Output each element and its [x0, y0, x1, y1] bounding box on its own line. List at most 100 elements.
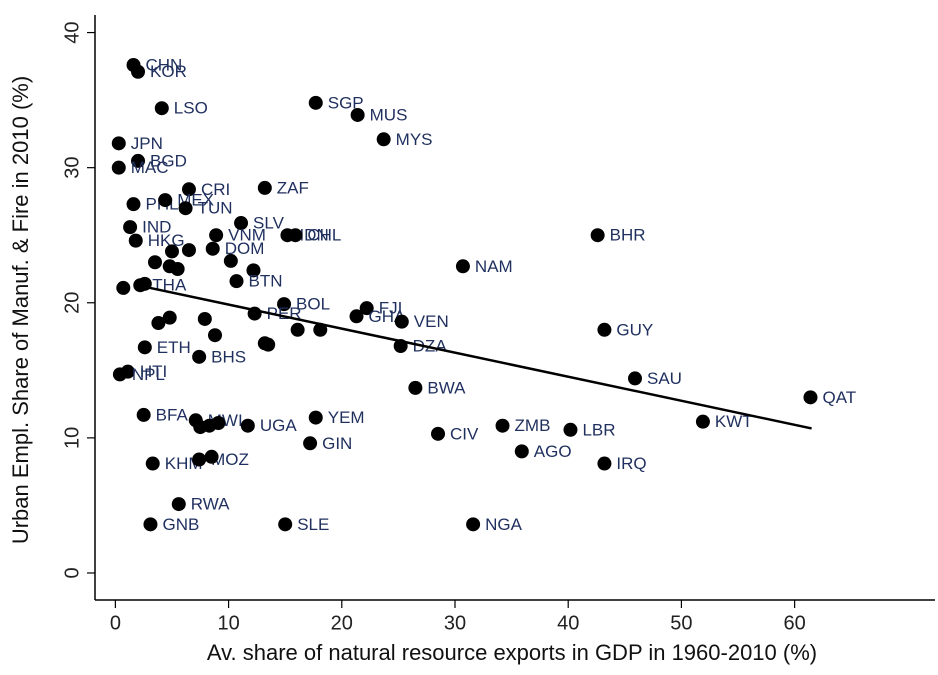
point-label: CHL	[307, 226, 341, 245]
point-label: MOZ	[211, 450, 249, 469]
point-label: LBR	[582, 420, 615, 439]
point-label: YEM	[328, 408, 365, 427]
x-tick-label: 20	[331, 612, 353, 634]
point	[223, 253, 238, 268]
point	[181, 182, 196, 197]
point	[170, 261, 185, 276]
point	[563, 422, 578, 437]
point	[290, 322, 305, 337]
y-axis-title: Urban Empl. Share of Manuf. & Fire in 20…	[8, 76, 33, 544]
point	[597, 456, 612, 471]
point-label: BWA	[427, 378, 466, 397]
point	[164, 244, 179, 259]
point-label: SAU	[647, 369, 682, 388]
point	[208, 328, 222, 343]
point	[192, 349, 207, 364]
point	[234, 216, 249, 231]
x-tick-label: 30	[444, 612, 466, 634]
point-label: BFA	[156, 405, 189, 424]
point-label: VEN	[414, 312, 449, 331]
point	[158, 193, 173, 208]
point	[171, 497, 186, 512]
x-axis-title: Av. share of natural resource exports in…	[207, 640, 817, 665]
point-label: NGA	[485, 515, 523, 534]
point	[112, 367, 127, 382]
point-label: DZA	[413, 336, 448, 355]
point-label: VNM	[228, 226, 266, 245]
point	[137, 340, 152, 355]
point	[514, 444, 529, 459]
point-label: SLV	[253, 214, 285, 233]
point	[308, 410, 323, 425]
y-tick-label: 0	[61, 567, 83, 578]
y-tick-label: 30	[61, 157, 83, 179]
point	[148, 255, 162, 270]
point	[192, 452, 207, 467]
point-label: GUY	[616, 320, 653, 339]
x-tick-label: 60	[783, 612, 805, 634]
point-label: KWT	[715, 412, 753, 431]
point-label: GIN	[322, 434, 352, 453]
point	[143, 517, 158, 532]
point	[151, 316, 166, 331]
point-label: RWA	[191, 495, 230, 514]
point-label: IND	[142, 218, 171, 237]
point-label: HKG	[148, 231, 185, 250]
point	[349, 309, 364, 324]
point	[303, 436, 318, 451]
y-tick-label: 20	[61, 292, 83, 314]
point-label: KOR	[150, 62, 187, 81]
point-label: HTI	[140, 362, 167, 381]
x-tick-label: 0	[110, 612, 121, 634]
point	[123, 220, 138, 235]
point	[376, 132, 391, 147]
fit-line	[143, 285, 812, 430]
point-label: BOL	[296, 295, 330, 314]
point-label: GNB	[162, 515, 199, 534]
point-label: BHR	[610, 226, 646, 245]
point	[246, 263, 261, 278]
point-label: BTN	[249, 272, 283, 291]
point-label: MUS	[370, 105, 408, 124]
point-label: UGA	[260, 416, 298, 435]
point	[261, 337, 276, 352]
point-label: IDN	[299, 226, 328, 245]
point	[211, 416, 226, 431]
point	[257, 180, 272, 195]
point	[116, 280, 131, 295]
point	[288, 228, 303, 243]
point-label: NPL	[132, 365, 165, 384]
point	[209, 228, 224, 243]
point	[597, 322, 612, 337]
point	[162, 310, 177, 325]
point	[803, 390, 818, 405]
point-label: ZMB	[515, 416, 551, 435]
point	[154, 101, 169, 116]
point	[145, 456, 160, 471]
point	[350, 107, 365, 122]
point	[205, 241, 220, 256]
point	[313, 322, 328, 337]
point-label: CHN	[145, 55, 182, 74]
point	[495, 418, 510, 433]
point	[126, 197, 141, 212]
point	[240, 418, 255, 433]
point-label: MAC	[131, 158, 169, 177]
y-tick-label: 10	[61, 427, 83, 449]
point	[128, 233, 143, 248]
point-label: QAT	[822, 388, 856, 407]
point-label: MYS	[396, 130, 433, 149]
point-label: FJI	[379, 299, 403, 318]
point-label: IRQ	[616, 454, 646, 473]
point-label: SGP	[328, 93, 364, 112]
point-label: LSO	[174, 99, 208, 118]
point	[181, 243, 196, 258]
point	[359, 301, 374, 316]
y-tick-label: 40	[61, 21, 83, 43]
point	[111, 160, 126, 175]
point-label: NAM	[475, 257, 513, 276]
point-label: CIV	[450, 424, 479, 443]
point	[136, 407, 151, 422]
point	[278, 517, 293, 532]
